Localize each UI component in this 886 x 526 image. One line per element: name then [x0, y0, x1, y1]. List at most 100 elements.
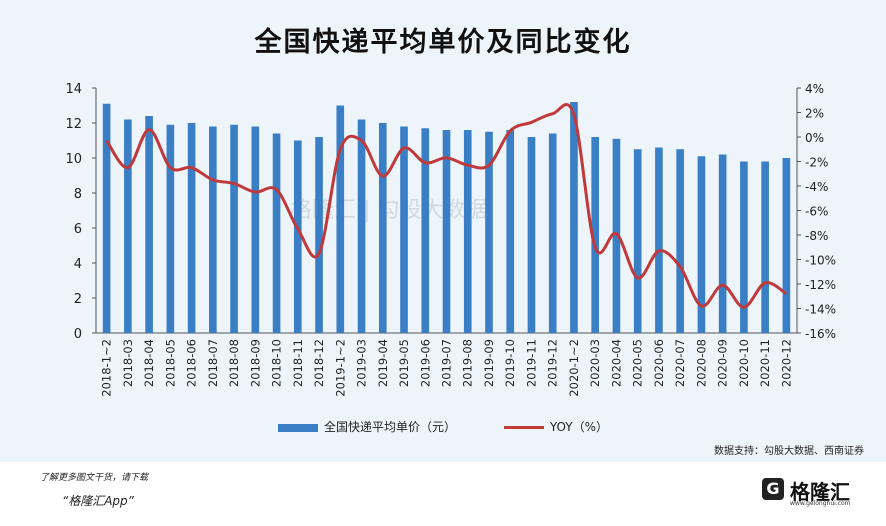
right-tick-label: 4% [805, 82, 824, 96]
x-tick-label: 2020-07 [673, 339, 687, 387]
bar [442, 130, 451, 333]
line-series [105, 102, 788, 309]
left-tick-label: 10 [65, 152, 82, 167]
right-tick-label: 2% [805, 107, 824, 121]
x-tick-label: 2018-09 [248, 339, 262, 387]
x-tick-label: 2018-11 [291, 339, 305, 387]
bar [293, 140, 302, 333]
bar-series [102, 102, 791, 333]
left-tick-label: 6 [74, 222, 82, 237]
chart-svg: 0 2 4 6 8 10 12 14 -16% -14% -12% -10% -8% -6% -4% -2% 0… [65, 82, 836, 397]
right-tick-label: -2% [805, 156, 828, 170]
x-tick-label: 2019-11 [524, 339, 538, 387]
bar [421, 128, 430, 333]
brand-logo: G 格隆汇 www.gelonghui.com [762, 476, 862, 507]
legend: 全国快递平均单价（元） YOY（%） [0, 418, 886, 435]
x-tick-label: 2018-07 [206, 339, 220, 387]
x-tick-label: 2019-03 [355, 339, 369, 387]
bar [400, 126, 408, 333]
x-tick-label: 2018-03 [121, 339, 135, 387]
x-tick-label: 2018-04 [142, 339, 156, 387]
bar [336, 105, 345, 333]
x-tick-label: 2019-12 [546, 339, 560, 387]
yoy-line [105, 102, 788, 309]
promo-text: 了解更多图文干货，请下载 [40, 473, 149, 483]
bar [209, 126, 217, 333]
legend-line-swatch [503, 426, 544, 429]
bar [357, 119, 366, 333]
x-tick-label: 2018-05 [163, 339, 177, 387]
bar [718, 154, 727, 333]
chart-title: 全国快递平均单价及同比变化 [254, 27, 632, 58]
bar [251, 126, 260, 333]
bar [463, 130, 472, 333]
legend-item-bar: 全国快递平均单价（元） [277, 418, 456, 435]
bar [506, 130, 515, 333]
x-tick-label: 2019-06 [418, 339, 432, 387]
right-tick-label: -4% [805, 180, 828, 194]
right-tick-label: -8% [805, 229, 828, 243]
x-tick-label: 2020-12 [779, 339, 793, 387]
x-tick-label: 2020-1~2 [567, 339, 581, 397]
bar [166, 124, 175, 333]
left-tick-label: 8 [74, 187, 82, 202]
brand-url: www.gelonghui.com [790, 500, 851, 507]
right-tick-label: -16% [805, 327, 836, 341]
x-tick-label: 2018-10 [270, 339, 284, 387]
bar [272, 133, 281, 333]
x-tick-label: 2018-1~2 [100, 339, 114, 397]
bar [697, 156, 706, 333]
promo-app-name[interactable]: “格隆汇App” [62, 494, 134, 508]
bar [315, 137, 323, 333]
footer [0, 462, 886, 526]
x-tick-label: 2020-10 [737, 339, 751, 387]
bar [633, 149, 642, 333]
source-note: 数据支持：勾股大数据、西南证券 [714, 446, 864, 457]
x-tick-label: 2020-09 [716, 339, 730, 387]
bar [548, 133, 557, 333]
brand-g-icon: G [762, 478, 784, 500]
legend-item-line: YOY（%） [503, 418, 609, 435]
x-tick-label: 2020-03 [588, 339, 602, 387]
x-tick-label: 2019-04 [376, 339, 390, 387]
bar [782, 158, 791, 333]
x-tick-label: 2020-11 [758, 339, 772, 387]
brand-name: 格隆汇 [790, 480, 850, 504]
x-tick-label: 2020-04 [609, 339, 623, 387]
right-tick-label: -12% [805, 278, 836, 292]
bar [570, 102, 578, 333]
legend-line-label: YOY（%） [549, 420, 609, 434]
x-tick-label: 2019-05 [397, 339, 411, 387]
axis-labels: 0 2 4 6 8 10 12 14 -16% -14% -12% -10% -8% -6% -4% -2% 0… [65, 82, 836, 397]
legend-bar-label: 全国快递平均单价（元） [323, 420, 456, 434]
bar [485, 131, 493, 333]
x-tick-label: 2018-08 [227, 339, 241, 387]
left-tick-label: 4 [74, 257, 82, 272]
x-tick-label: 2018-06 [185, 339, 199, 387]
bar [187, 123, 196, 333]
x-tick-label: 2019-07 [440, 339, 454, 387]
right-tick-label: 0% [805, 131, 824, 145]
x-tick-label: 2019-1~2 [333, 339, 347, 397]
bar [145, 116, 153, 333]
bar [230, 124, 238, 333]
right-tick-label: -14% [805, 303, 836, 317]
x-tick-label: 2019-10 [503, 339, 517, 387]
x-tick-label: 2019-09 [482, 339, 496, 387]
bar [527, 137, 536, 333]
x-tick-label: 2020-06 [652, 339, 666, 387]
x-tick-label: 2020-08 [694, 339, 708, 387]
x-tick-label: 2019-08 [461, 339, 475, 387]
bar [378, 123, 387, 333]
right-tick-label: -10% [805, 254, 836, 268]
watermark: 格隆汇 | 勾股大数据 [290, 198, 488, 223]
bar [124, 119, 132, 333]
left-tick-label: 2 [74, 292, 82, 307]
bar [655, 147, 663, 333]
x-tick-label: 2018-12 [312, 339, 326, 387]
bar [740, 161, 748, 333]
bar [761, 161, 769, 333]
x-tick-label: 2020-05 [631, 339, 645, 387]
bar [676, 149, 684, 333]
left-tick-label: 14 [65, 82, 82, 97]
